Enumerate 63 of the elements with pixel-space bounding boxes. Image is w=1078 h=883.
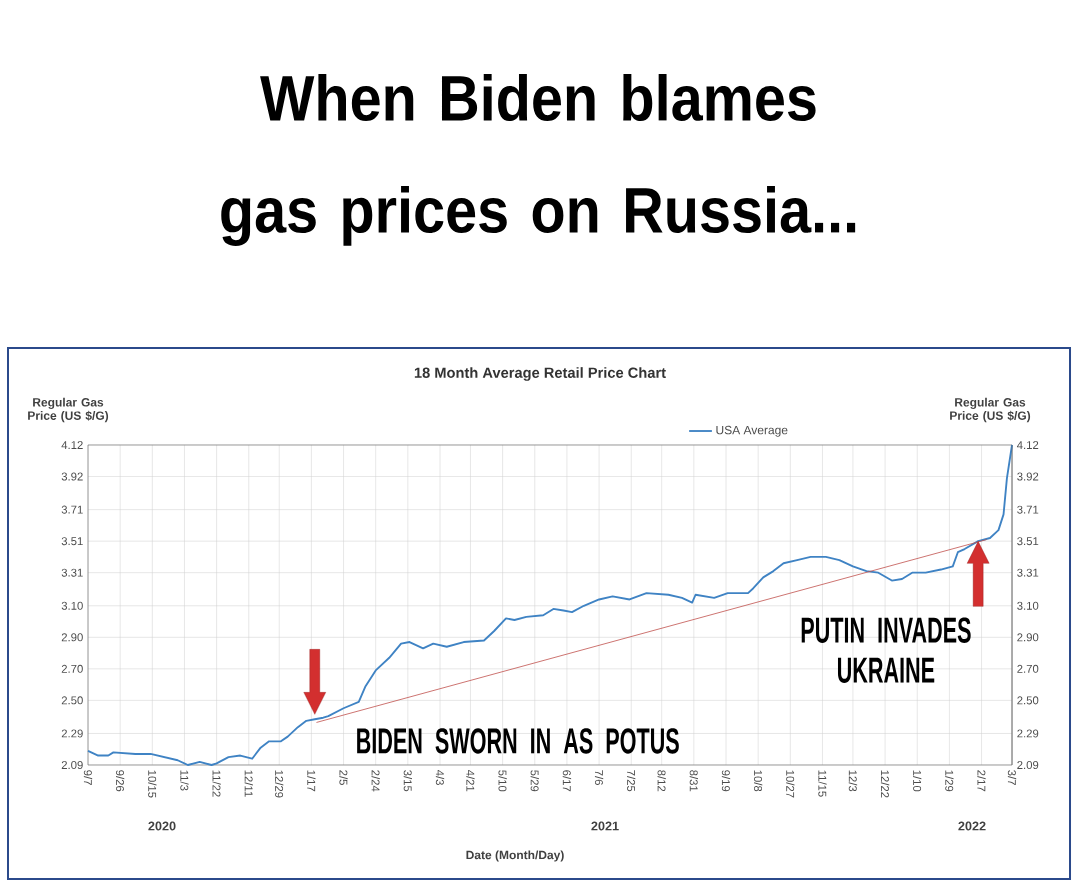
x-tick-label: 3/15 xyxy=(403,770,413,792)
x-tick-label: 12/11 xyxy=(244,770,253,797)
x-tick-label: 12/22 xyxy=(880,770,890,798)
y2-tick-label: 3.92 xyxy=(1017,472,1039,481)
y-tick-label: 2.70 xyxy=(61,664,83,673)
y2-tick-label: 2.09 xyxy=(1017,761,1039,770)
y2-tick-label: 3.71 xyxy=(1017,505,1039,514)
text: 2020 xyxy=(148,821,176,831)
y-tick-label: 2.29 xyxy=(61,729,83,738)
y2-tick-label: 2.90 xyxy=(1017,633,1039,642)
x-tick-label: 2/5 xyxy=(339,770,348,785)
x-tick-label: 11/3 xyxy=(180,770,189,791)
y2-tick-label: 3.10 xyxy=(1017,601,1039,610)
y-axis-title: Regular Gas Price (US $/G) xyxy=(28,397,109,423)
text: 2022 xyxy=(958,821,986,831)
x-tick-label: 8/31 xyxy=(689,770,699,792)
chart-subtitle: 18 Month Average Retail Price Chart xyxy=(414,367,666,381)
x-tick-label: 11/22 xyxy=(212,770,221,797)
x-tick-label: 10/15 xyxy=(148,770,157,798)
x-tick-label: 3/7 xyxy=(1007,770,1017,785)
x-tick-label: 10/27 xyxy=(786,770,795,798)
x-tick-label: 2/17 xyxy=(977,770,986,792)
x-tick-label: 5/10 xyxy=(498,770,507,792)
x-tick-label: 5/29 xyxy=(530,770,539,792)
x-tick-label: 4/3 xyxy=(435,769,445,785)
y-tick-label: 4.12 xyxy=(61,441,83,449)
x-tick-label: 1/10 xyxy=(913,770,922,792)
x-tick-label: 2/24 xyxy=(371,770,380,792)
chart-title: When Biden blames gas prices on Russia... xyxy=(221,74,856,246)
x-tick-label: 9/19 xyxy=(721,770,731,792)
y2-tick-label: 3.31 xyxy=(1017,568,1039,577)
x-tick-label: 4/21 xyxy=(466,769,475,792)
y-tick-label: 3.92 xyxy=(61,472,83,481)
x-tick-label: 1/17 xyxy=(307,770,316,792)
y-tick-label: 3.10 xyxy=(61,601,83,610)
x-tick-label: 6/17 xyxy=(562,770,572,792)
y2-tick-label: 2.70 xyxy=(1017,664,1039,673)
x-tick-label: 7/6 xyxy=(594,770,604,785)
x-tick-label: 11/15 xyxy=(818,770,827,797)
x-tick-label: 9/26 xyxy=(116,770,125,792)
annotation: PUTIN INVADES UKRAINE xyxy=(801,617,971,683)
x-tick-label: 12/29 xyxy=(275,770,284,798)
y2-tick-label: 2.50 xyxy=(1017,696,1039,705)
y-tick-label: 3.51 xyxy=(61,537,83,546)
y2-tick-label: 2.29 xyxy=(1017,729,1039,738)
x-tick-label: 8/12 xyxy=(657,770,666,792)
annotation: BIDEN SWORN IN AS POTUS xyxy=(357,728,679,754)
y2-tick-label: 3.51 xyxy=(1017,537,1039,546)
x-tick-label: 1/29 xyxy=(945,770,954,792)
y-tick-label: 2.09 xyxy=(61,761,83,769)
y-tick-label: 2.90 xyxy=(61,633,83,642)
y-tick-label: 2.50 xyxy=(61,696,83,705)
y2-tick-label: 4.12 xyxy=(1016,441,1039,449)
x-tick-label: 12/3 xyxy=(848,770,858,792)
x-axis-title: Date (Month/Day) xyxy=(466,850,564,862)
legend-label: USA Average xyxy=(716,425,788,437)
y-tick-label: 3.71 xyxy=(61,505,83,514)
text: 2021 xyxy=(591,821,619,831)
x-tick-label: 7/25 xyxy=(627,770,636,792)
x-tick-label: 9/7 xyxy=(83,770,93,785)
y-tick-label: 3.31 xyxy=(61,568,83,577)
x-tick-label: 10/8 xyxy=(754,770,763,792)
y2-axis-title: Regular Gas Price (US $/G) xyxy=(950,397,1031,423)
